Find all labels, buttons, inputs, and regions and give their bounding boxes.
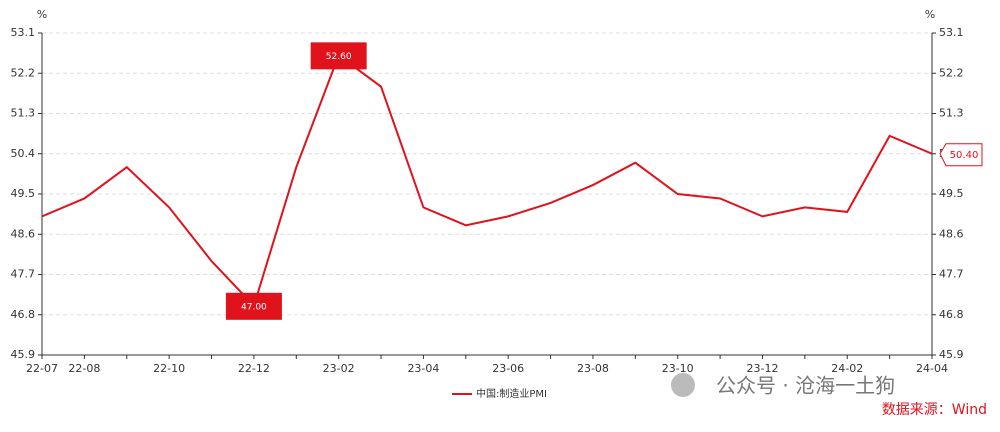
source: 数据来源：Wind bbox=[882, 402, 987, 418]
y2-tick-label: 53.1 bbox=[939, 26, 964, 39]
y2-unit: % bbox=[925, 8, 935, 21]
x-tick-label: 22-08 bbox=[68, 362, 100, 375]
value-label: 52.60 bbox=[326, 52, 352, 62]
y-tick-label: 48.6 bbox=[11, 227, 36, 240]
y2-tick-label: 51.3 bbox=[939, 107, 964, 120]
x-tick-label: 22-07 bbox=[26, 362, 58, 375]
watermark-icon bbox=[671, 373, 695, 397]
x-tick-label: 23-08 bbox=[577, 362, 609, 375]
label-box bbox=[310, 42, 367, 70]
watermark: 公众号 · 沧海一土狗 bbox=[716, 374, 895, 398]
y2-tick-label: 47.7 bbox=[939, 268, 964, 281]
x-tick-label: 23-06 bbox=[492, 362, 524, 375]
x-tick-label: 24-02 bbox=[831, 362, 863, 375]
value-label: 50.40 bbox=[950, 150, 979, 161]
y2-tick-label: 49.5 bbox=[939, 187, 964, 200]
x-tick-label: 23-02 bbox=[323, 362, 355, 375]
x-tick-label: 23-12 bbox=[746, 362, 778, 375]
y-tick-label: 47.7 bbox=[11, 268, 36, 281]
y-tick-label: 51.3 bbox=[11, 107, 36, 120]
x-tick-label: 23-10 bbox=[662, 362, 694, 375]
x-tick-label: 24-04 bbox=[916, 362, 948, 375]
x-tick-label: 22-12 bbox=[238, 362, 270, 375]
x-tick-label: 22-10 bbox=[153, 362, 185, 375]
line bbox=[41, 53, 933, 308]
y-tick-label: 50.4 bbox=[11, 147, 36, 160]
y2-tick-label: 52.2 bbox=[939, 66, 964, 79]
y-tick-label: 52.2 bbox=[11, 66, 36, 79]
y2-tick-label: 45.9 bbox=[939, 348, 964, 361]
y2-tick-label: 48.6 bbox=[939, 227, 964, 240]
x-tick-label: 23-04 bbox=[407, 362, 439, 375]
y-tick-label: 53.1 bbox=[11, 26, 36, 39]
label-box bbox=[225, 292, 282, 320]
y-tick-label: 49.5 bbox=[11, 187, 36, 200]
y2-tick-label: 46.8 bbox=[939, 308, 964, 321]
legend-label: 中国:制造业PMI bbox=[476, 387, 547, 400]
label-box bbox=[939, 143, 983, 167]
y-tick-label: 45.9 bbox=[11, 348, 36, 361]
value-label: 47.00 bbox=[241, 302, 267, 312]
y-tick-label: 46.8 bbox=[11, 308, 36, 321]
y-unit: % bbox=[37, 8, 47, 21]
